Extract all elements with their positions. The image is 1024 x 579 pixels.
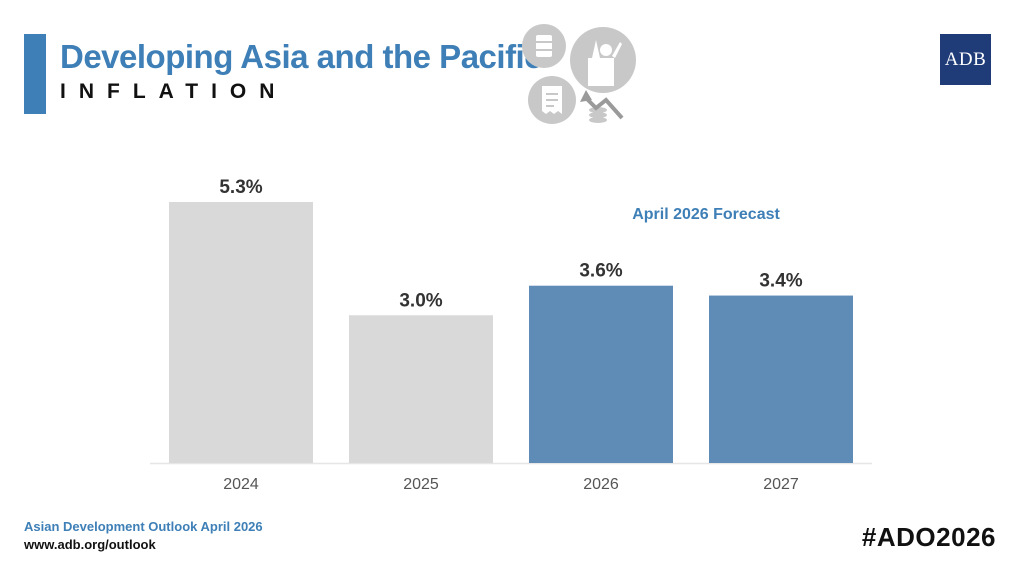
x-tick-label-2025: 2025	[403, 476, 439, 493]
page-subtitle: INFLATION	[60, 80, 288, 103]
grocery-bag-icon	[570, 27, 636, 93]
bar-2026	[529, 285, 673, 463]
bar-2025	[349, 315, 493, 463]
price-trend-icon	[580, 90, 624, 123]
title-accent-bar	[24, 34, 46, 114]
value-label-2025: 3.0%	[399, 290, 442, 311]
footer-hashtag: #ADO2026	[861, 522, 996, 552]
page-title: Developing Asia and the Pacific	[60, 38, 543, 75]
forecast-label: April 2026 Forecast	[632, 206, 780, 223]
value-label-2024: 5.3%	[219, 177, 262, 198]
value-label-2027: 3.4%	[759, 271, 802, 292]
footer-url[interactable]: www.adb.org/outlook	[24, 537, 156, 552]
inflation-icon-cluster	[522, 24, 636, 124]
oil-barrel-icon	[522, 24, 566, 68]
x-tick-label-2024: 2024	[223, 476, 259, 493]
bar-2024	[169, 202, 313, 463]
x-tick-label-2026: 2026	[583, 476, 619, 493]
bar-2027	[709, 295, 853, 463]
adb-logo: ADB	[940, 34, 991, 85]
receipt-icon	[528, 76, 576, 124]
x-tick-label-2027: 2027	[763, 476, 799, 493]
value-label-2026: 3.6%	[579, 261, 622, 282]
footer-source: Asian Development Outlook April 2026	[24, 519, 263, 534]
